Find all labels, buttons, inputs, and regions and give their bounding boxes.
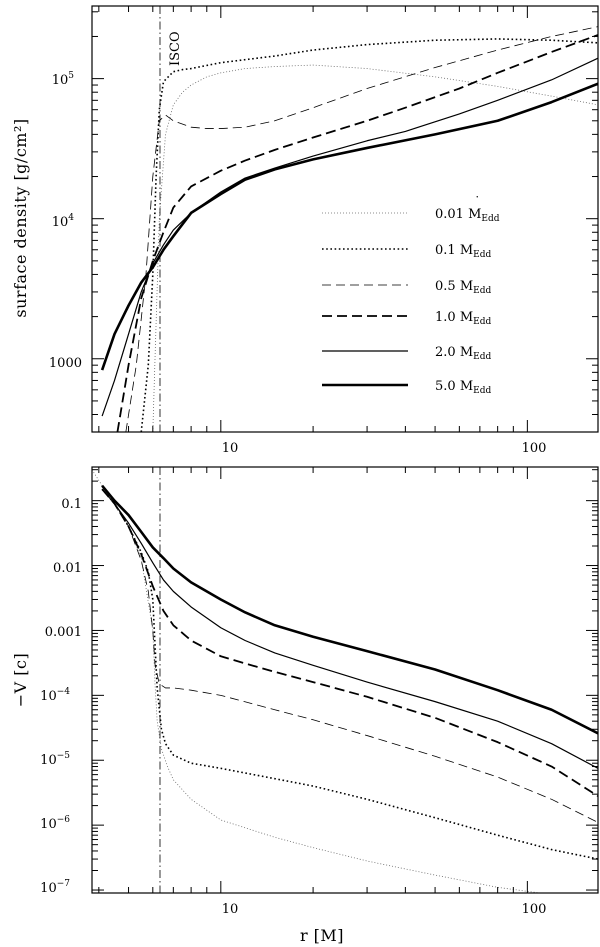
bottom-series-thin-dashed <box>101 488 598 823</box>
x-tick-label-100: 100 <box>522 441 547 456</box>
x-tick-label-100-bottom: 100 <box>522 902 547 917</box>
top-series-fine-dotted <box>152 64 598 432</box>
top-series-dotted <box>140 38 598 432</box>
legend: 0.01 MEdd ˙ 0.1 MEdd 0.5 MEdd 1.0 MEdd 2… <box>322 195 500 396</box>
x-tick-label-10: 10 <box>222 441 239 456</box>
bottom-series-dotted <box>101 488 598 860</box>
x-axis-title-radius: r [M] <box>300 926 344 945</box>
y-tick-label-1e-5: 10−5 <box>40 751 70 768</box>
legend-label-0.01: 0.01 MEdd <box>435 207 500 224</box>
bottom-series-thick-dashed <box>101 488 598 797</box>
y-tick-label-1e-7: 10−7 <box>40 879 70 896</box>
legend-label-5.0: 5.0 MEdd <box>435 379 491 396</box>
panel-velocity: 0.1 0.01 0.001 10−4 10−5 10−6 10−7 10 10… <box>11 466 599 945</box>
y-tick-label-1e-4: 10−4 <box>40 687 70 704</box>
legend-label-1.0: 1.0 MEdd <box>435 310 491 327</box>
legend-label-0.5: 0.5 MEdd <box>435 279 491 296</box>
panel-surface-density: ISCO 1000 104 105 10 100 surface density… <box>11 5 599 456</box>
y-axis-title-surface-density: surface density [g/cm²] <box>11 118 30 317</box>
legend-label-2.0: 2.0 MEdd <box>435 345 491 362</box>
velocity-ticks <box>92 467 598 894</box>
top-series-thin-dashed <box>125 26 598 432</box>
y-tick-label-0.1: 0.1 <box>61 497 82 512</box>
y-axis-title-velocity: −V [c] <box>11 653 30 708</box>
surface-density-curves <box>100 26 598 432</box>
bottom-series-solid <box>101 488 598 769</box>
y-tick-label-0.01: 0.01 <box>53 561 82 576</box>
bottom-series-fine-dotted <box>92 469 543 893</box>
bottom-series-thick-solid <box>101 484 598 735</box>
isco-label: ISCO <box>168 31 183 66</box>
velocity-frame <box>91 466 599 894</box>
surface-density-ticks <box>92 6 598 433</box>
velocity-curves <box>92 469 598 893</box>
y-tick-label-0.001: 0.001 <box>45 625 82 640</box>
y-tick-label-1e5: 105 <box>52 71 75 88</box>
top-series-solid <box>101 57 598 417</box>
y-tick-label-1e-6: 10−6 <box>40 815 70 832</box>
top-series-thick-solid <box>100 82 598 371</box>
x-tick-label-10-bottom: 10 <box>222 902 239 917</box>
y-tick-label-1e4: 104 <box>52 213 75 230</box>
mdot-dot: ˙ <box>474 195 481 210</box>
y-tick-label-1000: 1000 <box>49 356 82 371</box>
top-series-thick-dashed <box>116 34 598 432</box>
surface-density-frame <box>91 5 599 433</box>
legend-label-0.1: 0.1 MEdd <box>435 243 491 260</box>
